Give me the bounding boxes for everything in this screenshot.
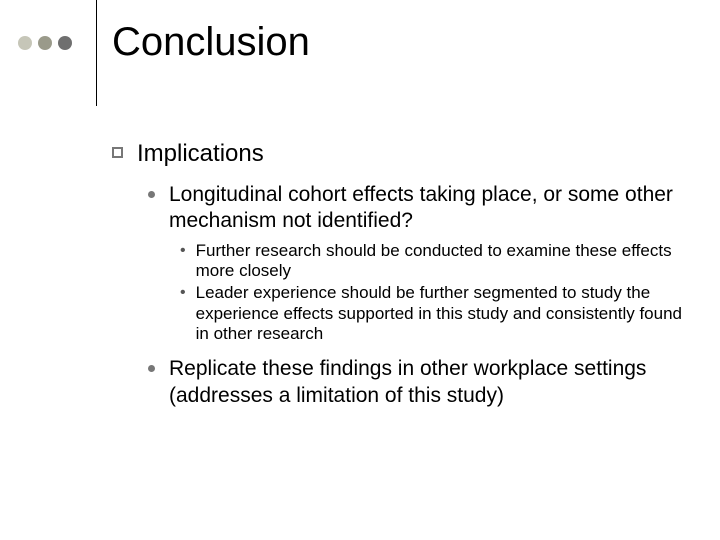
decor-dots	[18, 36, 72, 50]
dot-bullet-icon: •	[180, 241, 186, 262]
level2-item: Replicate these findings in other workpl…	[148, 356, 682, 409]
slide-body: Implications Longitudinal cohort effects…	[112, 140, 682, 415]
level3-item: • Further research should be conducted t…	[180, 241, 682, 282]
level2-item: Longitudinal cohort effects taking place…	[148, 182, 682, 235]
circle-bullet-icon	[148, 365, 155, 372]
dot-1	[18, 36, 32, 50]
level2-text: Replicate these findings in other workpl…	[169, 356, 682, 409]
level1-text: Implications	[137, 140, 264, 168]
level3-text: Further research should be conducted to …	[196, 241, 682, 282]
dot-bullet-icon: •	[180, 283, 186, 304]
level3-item: • Leader experience should be further se…	[180, 283, 682, 344]
circle-bullet-icon	[148, 191, 155, 198]
level2-text: Longitudinal cohort effects taking place…	[169, 182, 682, 235]
slide-title: Conclusion	[112, 20, 310, 65]
level3-text: Leader experience should be further segm…	[196, 283, 682, 344]
title-vertical-rule	[96, 0, 97, 106]
level1-item: Implications	[112, 140, 682, 168]
dot-3	[58, 36, 72, 50]
square-bullet-icon	[112, 147, 123, 158]
dot-2	[38, 36, 52, 50]
